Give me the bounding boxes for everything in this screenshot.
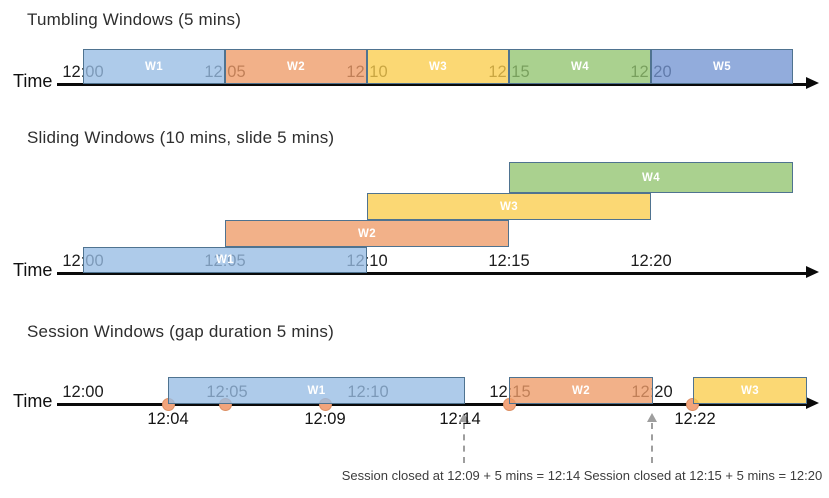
sliding-title: Sliding Windows (10 mins, slide 5 mins) xyxy=(27,128,335,147)
session-title: Session Windows (gap duration 5 mins) xyxy=(27,322,334,341)
tumbling-window-w3: W3 xyxy=(367,49,509,84)
tick-label: 12:20 xyxy=(630,252,672,270)
tick-label: 12:15 xyxy=(488,252,530,270)
callout-dashed-line xyxy=(651,423,653,463)
tumbling-time-axis xyxy=(57,83,806,86)
sliding-window-w4: W4 xyxy=(509,162,793,193)
sliding-window-w1: W1 xyxy=(83,247,367,273)
window-label: W1 xyxy=(215,254,235,266)
callout-text: Session closed at 12:15 + 5 mins = 12:20 xyxy=(583,468,823,483)
session-window-w3: W3 xyxy=(693,377,807,404)
session-window-w2: W2 xyxy=(509,377,653,404)
event-time-label: 12:14 xyxy=(439,410,481,428)
tumbling-window-w2: W2 xyxy=(225,49,367,84)
event-time-label: 12:04 xyxy=(147,410,189,428)
callout-dashed-line xyxy=(463,423,465,463)
window-label: W3 xyxy=(740,384,760,397)
sliding-window-w2: W2 xyxy=(225,220,509,247)
window-label: W3 xyxy=(428,60,448,73)
window-label: W5 xyxy=(712,60,732,73)
session-window-w1: W1 xyxy=(168,377,465,404)
axis-arrowhead-icon xyxy=(806,397,819,409)
callout-up-arrowhead-icon xyxy=(647,413,657,422)
event-time-label: 12:09 xyxy=(304,410,346,428)
sliding-time-axis xyxy=(57,272,806,275)
tumbling-window-w5: W5 xyxy=(651,49,793,84)
window-label: W1 xyxy=(144,60,164,73)
axis-arrowhead-icon xyxy=(806,77,819,89)
window-label: W4 xyxy=(570,60,590,73)
window-label: W3 xyxy=(499,200,519,213)
tumbling-window-w4: W4 xyxy=(509,49,651,84)
callout-text: Session closed at 12:09 + 5 mins = 12:14 xyxy=(341,468,581,483)
axis-arrowhead-icon xyxy=(806,266,819,278)
tumbling-window-w1: W1 xyxy=(83,49,225,84)
window-label: W1 xyxy=(307,384,326,397)
window-label: W4 xyxy=(641,171,661,184)
sliding-window-w3: W3 xyxy=(367,193,651,220)
tick-label: 12:00 xyxy=(62,383,104,401)
window-label: W2 xyxy=(286,60,306,73)
time-axis-label: Time xyxy=(13,71,53,91)
time-axis-label: Time xyxy=(13,391,53,411)
tumbling-title: Tumbling Windows (5 mins) xyxy=(27,10,242,29)
callout-up-arrowhead-icon xyxy=(459,413,469,422)
window-label: W2 xyxy=(571,384,591,397)
time-axis-label: Time xyxy=(13,260,53,280)
window-label: W2 xyxy=(357,227,377,240)
session-time-axis xyxy=(57,403,806,406)
event-time-label: 12:22 xyxy=(674,410,716,428)
